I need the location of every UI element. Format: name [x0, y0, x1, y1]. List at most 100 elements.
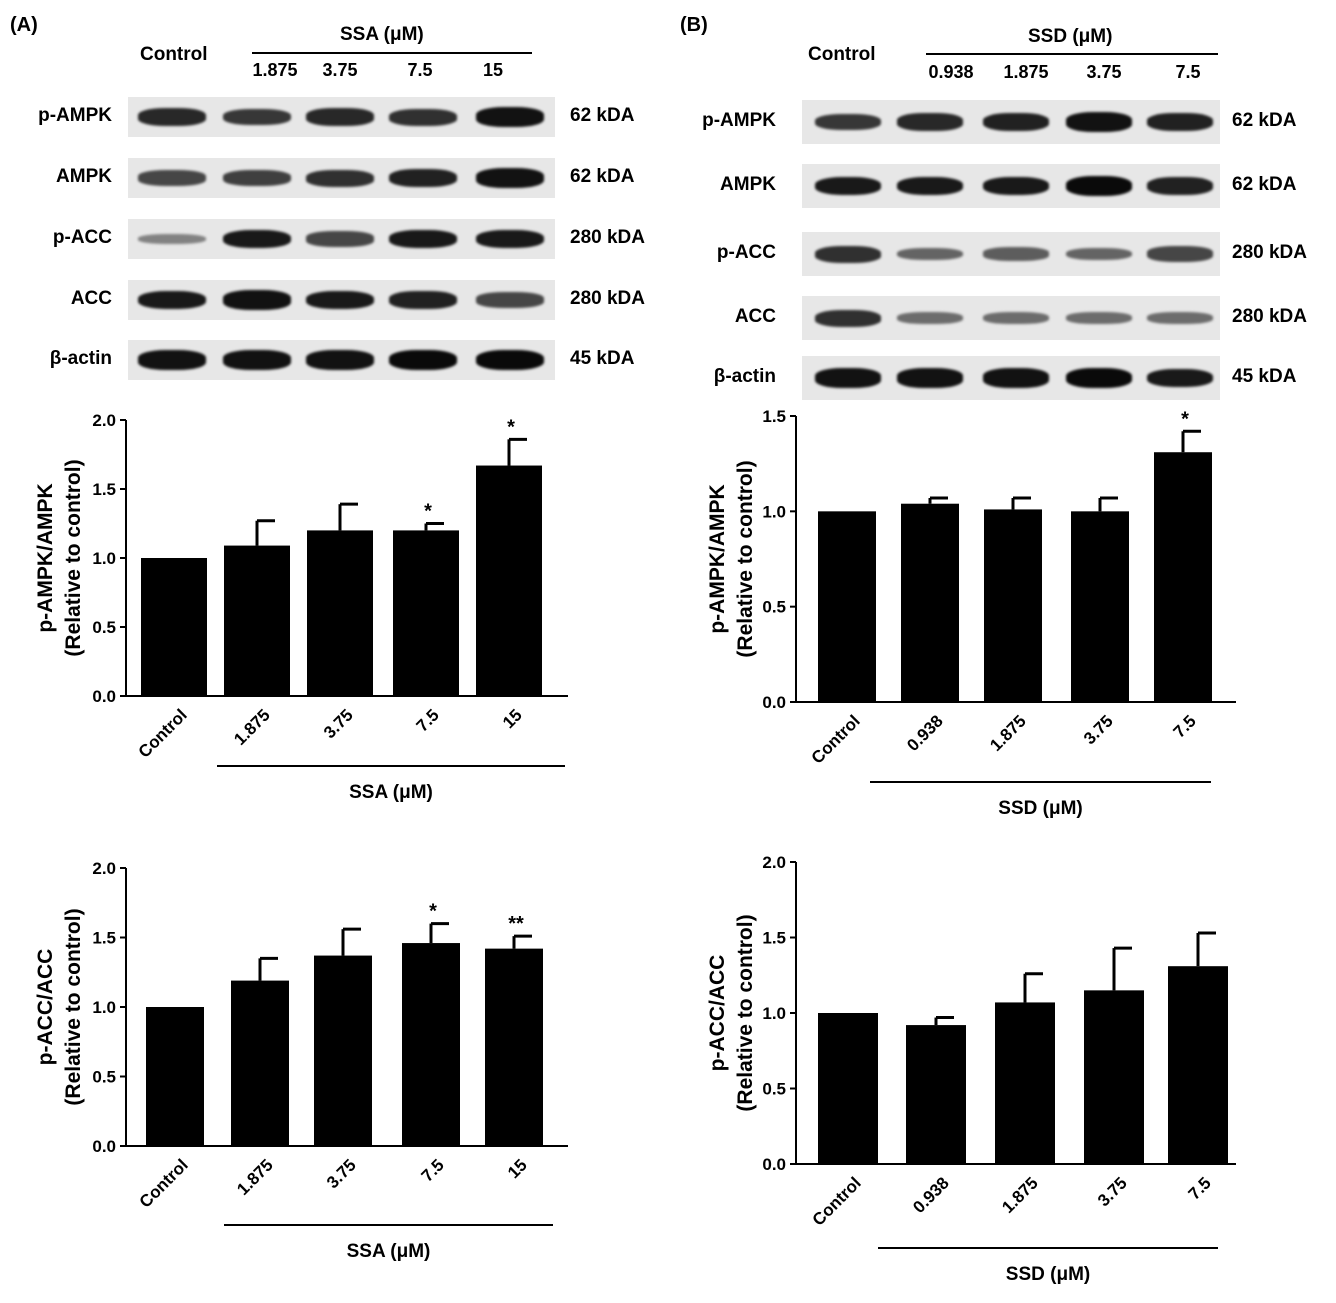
blot-band	[1147, 112, 1213, 132]
bar	[146, 1007, 204, 1146]
x-tick-label: Control	[809, 1173, 865, 1229]
blot-band	[389, 168, 457, 188]
blot-band	[138, 170, 206, 186]
x-tick-label: 1.875	[986, 711, 1030, 755]
x-axis-title: SSA (μM)	[349, 782, 433, 803]
blot-molecular-weight: 62 kDA	[570, 105, 635, 126]
bar	[901, 503, 959, 702]
bar	[402, 943, 460, 1146]
blot-band	[306, 169, 374, 187]
blot-molecular-weight: 45 kDA	[570, 348, 635, 369]
blot-a-treatment-label: SSA (μM)	[340, 24, 424, 45]
x-tick-label: 3.75	[320, 705, 357, 742]
blot-band	[1066, 368, 1132, 388]
blot-strip	[128, 97, 555, 137]
blot-row-label: β-actin	[49, 348, 112, 369]
x-tick-label: 7.5	[1185, 1173, 1215, 1203]
blot-band	[897, 113, 963, 131]
blot-row-label: ACC	[734, 306, 776, 327]
blot-b-treatment-label: SSD (μM)	[1028, 26, 1113, 47]
blot-b-control-label: Control	[808, 44, 876, 65]
blot-molecular-weight: 280 kDA	[570, 288, 645, 309]
x-axis-title: SSD (μM)	[1006, 1264, 1090, 1285]
blot-band	[1147, 246, 1213, 262]
y-tick-label: 0.0	[762, 1155, 786, 1174]
y-axis-title: p-AMPK/AMPK	[706, 484, 729, 633]
blot-band	[138, 108, 206, 126]
x-tick-label: Control	[136, 1155, 192, 1211]
blot-strip	[128, 280, 555, 320]
blot-strip	[802, 232, 1220, 276]
blot-band	[138, 350, 206, 370]
blot-band	[138, 233, 206, 245]
blot-a-control-label: Control	[140, 44, 208, 65]
blot-band	[306, 350, 374, 370]
blot-band	[306, 231, 374, 247]
blot-band	[983, 247, 1049, 261]
bar	[818, 1013, 878, 1164]
x-tick-label: 15	[499, 705, 526, 732]
blot-band	[223, 170, 291, 186]
bar	[224, 545, 290, 696]
blot-molecular-weight: 280 kDA	[1232, 242, 1307, 263]
blot-concentration-label: 0.938	[928, 62, 974, 82]
blot-band	[389, 229, 457, 249]
x-axis-title: SSA (μM)	[347, 1241, 431, 1262]
y-tick-label: 2.0	[762, 853, 786, 872]
blot-band	[223, 108, 291, 126]
x-tick-label: 1.875	[230, 705, 274, 749]
panel-a-label: (A)	[10, 14, 38, 36]
bar	[307, 530, 373, 696]
blot-band	[897, 247, 963, 261]
blot-concentration-label: 3.75	[1086, 62, 1122, 82]
blot-molecular-weight: 62 kDA	[570, 166, 635, 187]
bar	[141, 558, 207, 696]
bar	[476, 465, 542, 696]
blot-band	[223, 290, 291, 310]
blot-strip	[128, 340, 555, 380]
x-tick-label: 3.75	[323, 1155, 360, 1192]
blot-molecular-weight: 62 kDA	[1232, 110, 1297, 131]
bar-chart-b-pacc: 0.0 0.5 1.0 1.5 2.0 p-ACC/ACC (Relative to con…	[706, 853, 1236, 1285]
y-tick-label: 1.0	[92, 549, 116, 568]
blot-band	[1147, 176, 1213, 196]
blot-band	[138, 290, 206, 310]
significance-marker: *	[429, 901, 437, 923]
x-axis-title: SSD (μM)	[998, 798, 1082, 819]
bar	[1071, 511, 1129, 702]
blot-band	[897, 311, 963, 325]
y-axis-subtitle: (Relative to control)	[62, 459, 85, 656]
x-tick-label: Control	[135, 705, 191, 761]
y-axis-title: p-ACC/ACC	[706, 955, 729, 1072]
y-tick-label: 0.5	[92, 1068, 116, 1087]
blot-concentration-label: 15	[482, 60, 504, 80]
y-tick-label: 0.5	[762, 598, 786, 617]
y-tick-label: 1.5	[92, 480, 116, 499]
blot-band	[223, 229, 291, 249]
blot-band	[476, 350, 544, 370]
blot-band	[897, 368, 963, 388]
y-tick-label: 1.5	[762, 929, 786, 948]
blot-band	[1066, 112, 1132, 132]
bar	[1168, 966, 1228, 1164]
blot-band	[389, 108, 457, 126]
y-tick-label: 1.0	[762, 502, 786, 521]
blot-band	[815, 176, 881, 196]
blot-band	[476, 292, 544, 308]
y-axis-subtitle: (Relative to control)	[734, 460, 757, 657]
bar	[231, 980, 289, 1146]
blot-band	[1066, 311, 1132, 325]
x-tick-label: 7.5	[418, 1155, 448, 1185]
blot-row-label: ACC	[70, 288, 112, 309]
bar	[1154, 452, 1212, 702]
blot-band	[389, 290, 457, 310]
bar	[818, 511, 876, 702]
significance-marker: *	[507, 416, 515, 438]
blot-band	[223, 350, 291, 370]
blot-band	[983, 176, 1049, 196]
y-tick-label: 2.0	[92, 411, 116, 430]
bar	[485, 948, 543, 1146]
blot-molecular-weight: 280 kDA	[1232, 306, 1307, 327]
blot-concentration-label: 1.875	[252, 60, 298, 80]
blot-band	[389, 350, 457, 370]
